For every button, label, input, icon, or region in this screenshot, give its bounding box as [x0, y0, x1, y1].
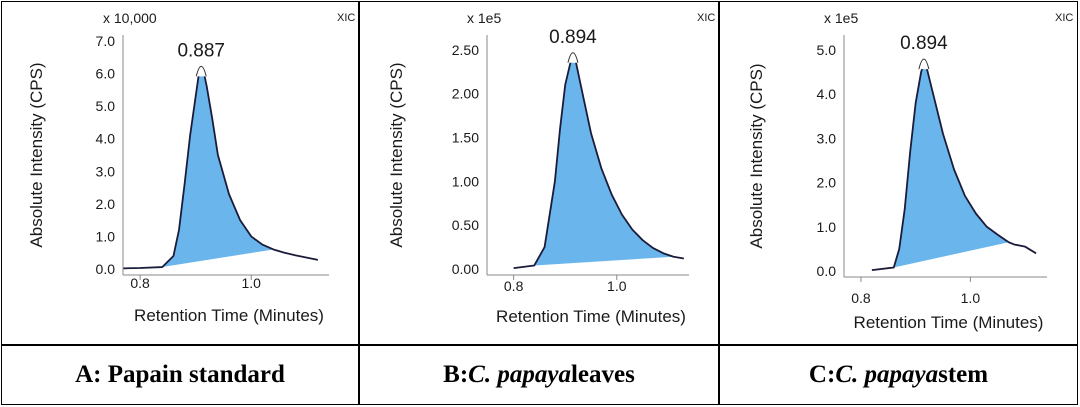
y-axis-label: Absolute Intensity (CPS): [747, 63, 766, 248]
peak-apex-marker: [918, 58, 930, 70]
x-tick-label: 1.0: [607, 278, 627, 294]
divider-2: [718, 1, 720, 405]
y-tick-label: 0.0: [817, 263, 837, 279]
x-tick-label: 0.8: [851, 290, 871, 306]
x-tick-label: 0.8: [130, 275, 150, 291]
chromatogram-line: [871, 62, 1037, 272]
y-tick-label: 1.50: [452, 129, 479, 145]
xic-tag: XIC: [697, 12, 715, 24]
chromatogram-line: [123, 69, 319, 270]
peak-label: 0.887: [177, 40, 225, 61]
chart-c: 0.0 1.0 2.0 3.0 4.0 5.0 0.8 1.0 x 1e5 XIC Retentio…: [747, 10, 1073, 332]
y-tick-label: 2.00: [452, 86, 479, 102]
x-tick-label: 1.0: [961, 290, 981, 306]
caption-c-italic: C. papaya: [835, 361, 939, 388]
peak-apex-marker: [195, 65, 207, 77]
chart-a: 0.0 1.0 2.0 3.0 4.0 5.0 6.0 7.0 0.8 1.0 x 10,000 XI…: [27, 10, 355, 325]
y-tick-label: 6.0: [96, 66, 116, 82]
y-tick-label: 2.0: [96, 196, 116, 212]
caption-b-suffix: leaves: [570, 361, 635, 388]
peak-area-fill: [893, 63, 1009, 268]
caption-divider: [1, 344, 1078, 346]
y-multiplier-label: x 1e5: [824, 10, 858, 26]
panel-a: 0.0 1.0 2.0 3.0 4.0 5.0 6.0 7.0 0.8 1.0 x 10,000 XI…: [4, 3, 356, 341]
y-tick-label: 5.0: [96, 98, 116, 114]
y-tick-label: 2.0: [817, 175, 837, 191]
xic-tag: XIC: [337, 12, 355, 24]
y-tick-label: 4.0: [817, 86, 837, 102]
y-tick-label: 2.50: [452, 42, 479, 58]
peak-label: 0.894: [900, 33, 948, 54]
panel-c: 0.0 1.0 2.0 3.0 4.0 5.0 0.8 1.0 x 1e5 XIC Retentio…: [722, 3, 1076, 341]
panel-b: 0.00 0.50 1.00 1.50 2.00 2.50 0.8 1.0 x 1e5 XIC Re…: [362, 3, 716, 341]
y-tick-label: 0.0: [96, 261, 116, 277]
y-tick-label: 1.00: [452, 173, 479, 189]
peak-apex-marker: [567, 52, 579, 63]
y-axis-label: Absolute Intensity (CPS): [387, 62, 406, 247]
caption-c: C: C. papaya stem: [720, 346, 1077, 404]
caption-b: B: C. papaya leaves: [360, 346, 718, 404]
caption-c-suffix: stem: [938, 361, 989, 388]
x-tick-label: 0.8: [504, 278, 524, 294]
caption-a-prefix: A: Papain standard: [75, 361, 285, 388]
y-axis-label: Absolute Intensity (CPS): [27, 62, 46, 247]
y-tick-label: 5.0: [817, 42, 837, 58]
x-axis-label: Retention Time (Minutes): [496, 307, 686, 326]
y-tick-label: 0.50: [452, 217, 479, 233]
y-tick-label: 3.0: [96, 163, 116, 179]
y-multiplier-label: x 10,000: [103, 10, 157, 26]
y-tick-label: 3.0: [817, 130, 837, 146]
caption-b-italic: C. papaya: [468, 361, 571, 388]
chart-b: 0.00 0.50 1.00 1.50 2.00 2.50 0.8 1.0 x 1e5 XIC Re…: [387, 10, 715, 326]
x-axis-label: Retention Time (Minutes): [134, 306, 324, 325]
y-multiplier-label: x 1e5: [467, 10, 501, 26]
y-tick-label: 1.0: [96, 228, 116, 244]
peak-label: 0.894: [549, 27, 597, 48]
divider-1: [358, 1, 360, 405]
y-tick-label: 0.00: [452, 261, 479, 277]
chromatogram-line: [513, 55, 684, 270]
caption-c-prefix: C:: [808, 361, 836, 388]
y-tick-label: 4.0: [96, 131, 116, 147]
peak-area-fill: [162, 70, 274, 268]
peak-area-fill: [534, 56, 674, 266]
x-tick-label: 1.0: [241, 275, 261, 291]
caption-a: A: Papain standard: [2, 346, 358, 404]
xic-tag: XIC: [1055, 12, 1073, 24]
y-tick-label: 7.0: [96, 33, 116, 49]
caption-b-prefix: B:: [443, 361, 469, 388]
x-axis-label: Retention Time (Minutes): [854, 313, 1044, 332]
y-tick-label: 1.0: [817, 219, 837, 235]
